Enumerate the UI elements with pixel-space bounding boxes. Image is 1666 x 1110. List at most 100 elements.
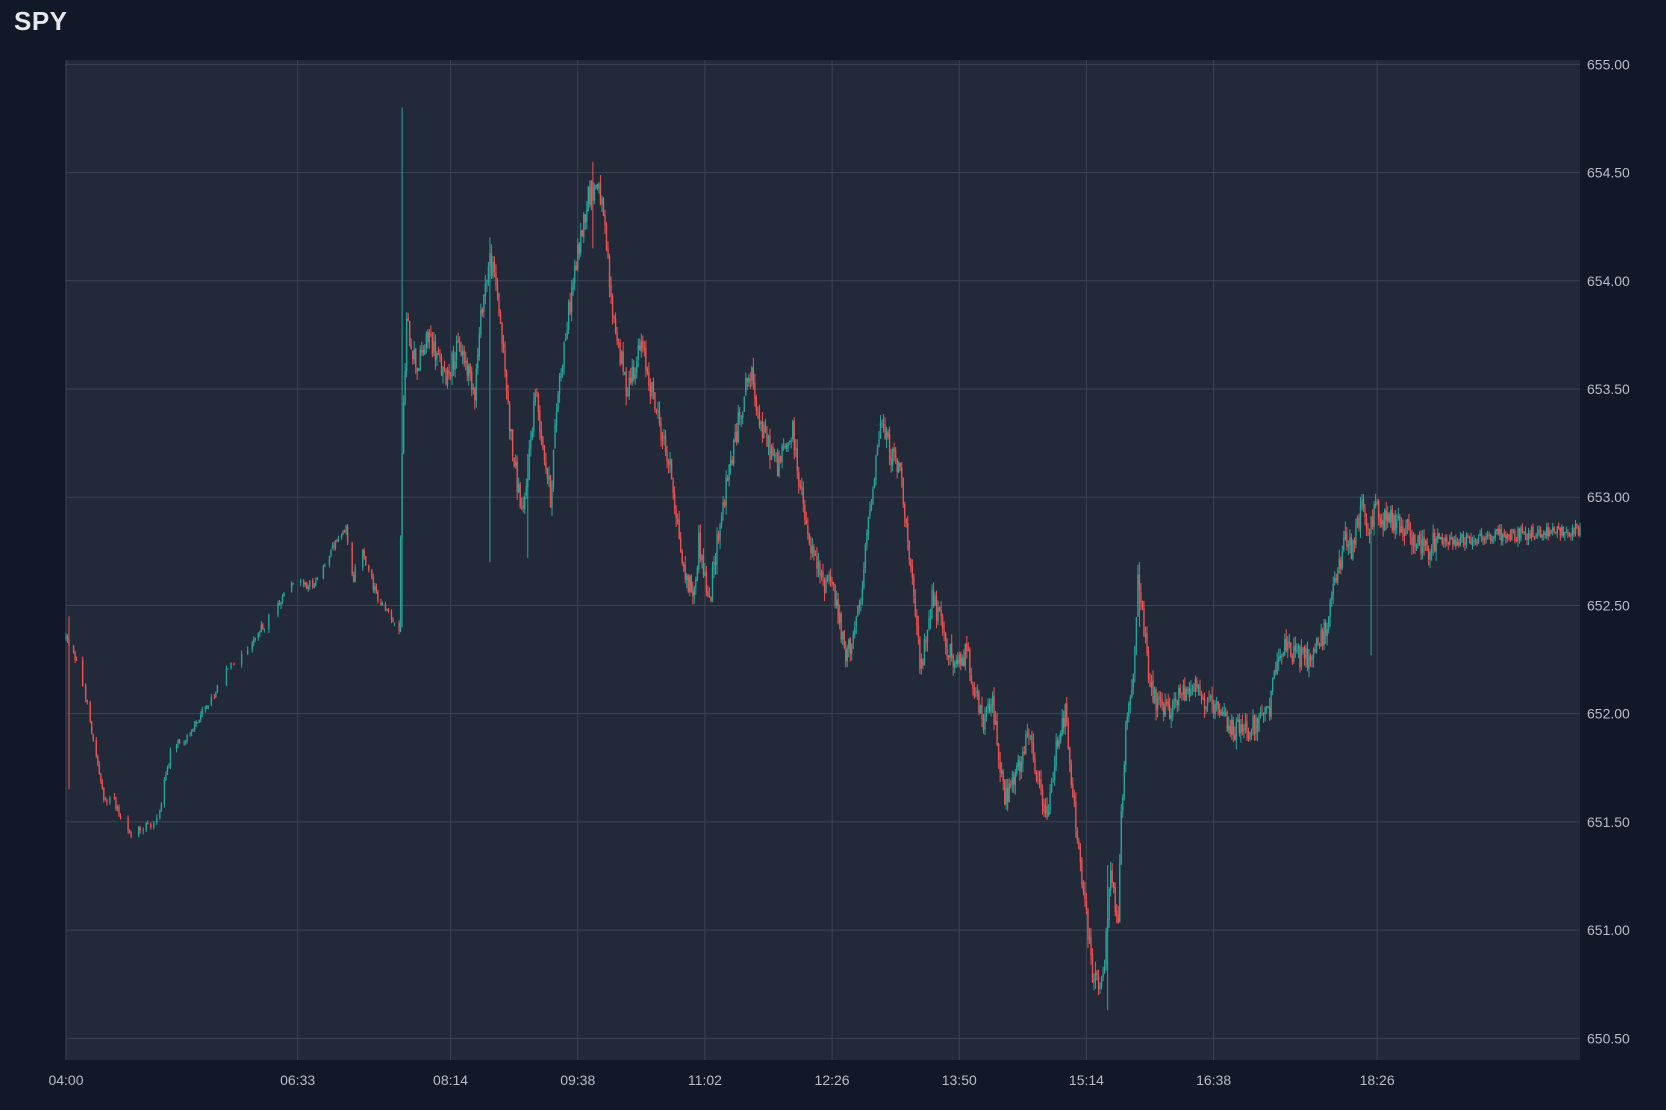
candle bbox=[81, 656, 84, 687]
candle bbox=[893, 442, 895, 462]
candle bbox=[1241, 714, 1244, 736]
candle-body bbox=[558, 375, 561, 394]
candle bbox=[994, 710, 997, 725]
candle bbox=[649, 378, 652, 405]
candle bbox=[1476, 538, 1478, 547]
candle bbox=[1533, 535, 1536, 541]
candle-body bbox=[716, 534, 718, 566]
candle-body bbox=[946, 645, 948, 657]
candle bbox=[1530, 525, 1533, 542]
candle-body bbox=[1097, 976, 1100, 989]
candle bbox=[1430, 544, 1433, 561]
candle bbox=[354, 563, 356, 583]
candle-body bbox=[1016, 765, 1018, 774]
candle bbox=[539, 405, 541, 441]
candle-body bbox=[375, 586, 378, 591]
candle-body bbox=[1069, 747, 1071, 765]
candle bbox=[195, 720, 197, 728]
candle bbox=[707, 585, 709, 598]
candle bbox=[1111, 862, 1113, 888]
candle-body bbox=[1281, 656, 1283, 658]
candle-body bbox=[1374, 503, 1377, 506]
candle-body bbox=[835, 600, 838, 607]
candle bbox=[634, 367, 636, 385]
candle bbox=[782, 438, 785, 451]
candle bbox=[1367, 523, 1369, 537]
candle-body bbox=[1450, 537, 1452, 539]
candle-body bbox=[667, 461, 670, 465]
candle-body bbox=[312, 580, 314, 588]
candle-body bbox=[1399, 515, 1401, 533]
candle-body bbox=[1561, 526, 1563, 536]
candle bbox=[1259, 706, 1262, 719]
candle-body bbox=[663, 435, 665, 439]
candle-body bbox=[362, 550, 364, 568]
candle bbox=[1331, 591, 1333, 608]
candle bbox=[932, 582, 935, 608]
candle bbox=[807, 517, 809, 540]
candle bbox=[263, 628, 266, 633]
candle bbox=[1558, 522, 1560, 531]
candle bbox=[805, 511, 808, 525]
candle-body bbox=[1102, 973, 1104, 978]
candle bbox=[1165, 698, 1168, 707]
candle bbox=[1102, 966, 1104, 982]
candle bbox=[407, 312, 409, 322]
candle-body bbox=[1000, 770, 1003, 775]
candle bbox=[1406, 518, 1409, 535]
candle bbox=[943, 621, 945, 642]
candle bbox=[801, 477, 803, 496]
candle-body bbox=[1053, 765, 1056, 781]
candle bbox=[1470, 532, 1472, 545]
candle bbox=[1485, 532, 1487, 544]
candle-body bbox=[560, 372, 562, 377]
candle bbox=[97, 754, 99, 767]
candle-body bbox=[1462, 534, 1465, 543]
candle bbox=[725, 470, 727, 515]
candle-body bbox=[1535, 534, 1537, 538]
candle-body bbox=[1190, 689, 1192, 697]
candle bbox=[929, 608, 932, 630]
candle bbox=[1329, 598, 1331, 627]
candle-body bbox=[352, 574, 355, 582]
candle bbox=[1473, 534, 1475, 547]
candle bbox=[486, 279, 488, 293]
candle-body bbox=[328, 556, 331, 565]
candle-body bbox=[522, 505, 524, 509]
candle bbox=[577, 238, 579, 272]
candle bbox=[1169, 697, 1171, 720]
candle bbox=[990, 698, 992, 717]
candle bbox=[1155, 687, 1157, 721]
candle bbox=[1029, 735, 1032, 741]
candle-body bbox=[966, 643, 968, 652]
candle bbox=[595, 184, 597, 190]
candle-body bbox=[104, 799, 107, 801]
candle bbox=[661, 431, 664, 450]
candle bbox=[857, 605, 859, 618]
candle-body bbox=[216, 685, 219, 693]
candle-body bbox=[1232, 719, 1234, 735]
candle bbox=[1019, 755, 1021, 781]
candle bbox=[1208, 690, 1210, 703]
candle-body bbox=[729, 460, 732, 466]
candle-body bbox=[1078, 841, 1080, 849]
candle-body bbox=[698, 532, 700, 570]
candle bbox=[1306, 641, 1309, 672]
candle-body bbox=[1515, 539, 1518, 542]
candle bbox=[374, 582, 376, 594]
candle bbox=[1185, 686, 1188, 701]
candle-body bbox=[855, 616, 857, 627]
candle bbox=[789, 440, 791, 445]
candle-body bbox=[490, 253, 493, 276]
candle bbox=[617, 338, 620, 349]
candle-body bbox=[536, 392, 538, 394]
candle bbox=[153, 821, 155, 830]
candle-body bbox=[1214, 703, 1216, 715]
candle bbox=[628, 370, 630, 401]
candle-body bbox=[1066, 703, 1068, 723]
candle-body bbox=[655, 411, 658, 413]
candle bbox=[770, 444, 773, 461]
candle-body bbox=[610, 285, 612, 297]
candle-body bbox=[1152, 679, 1154, 703]
candle-body bbox=[531, 431, 533, 439]
